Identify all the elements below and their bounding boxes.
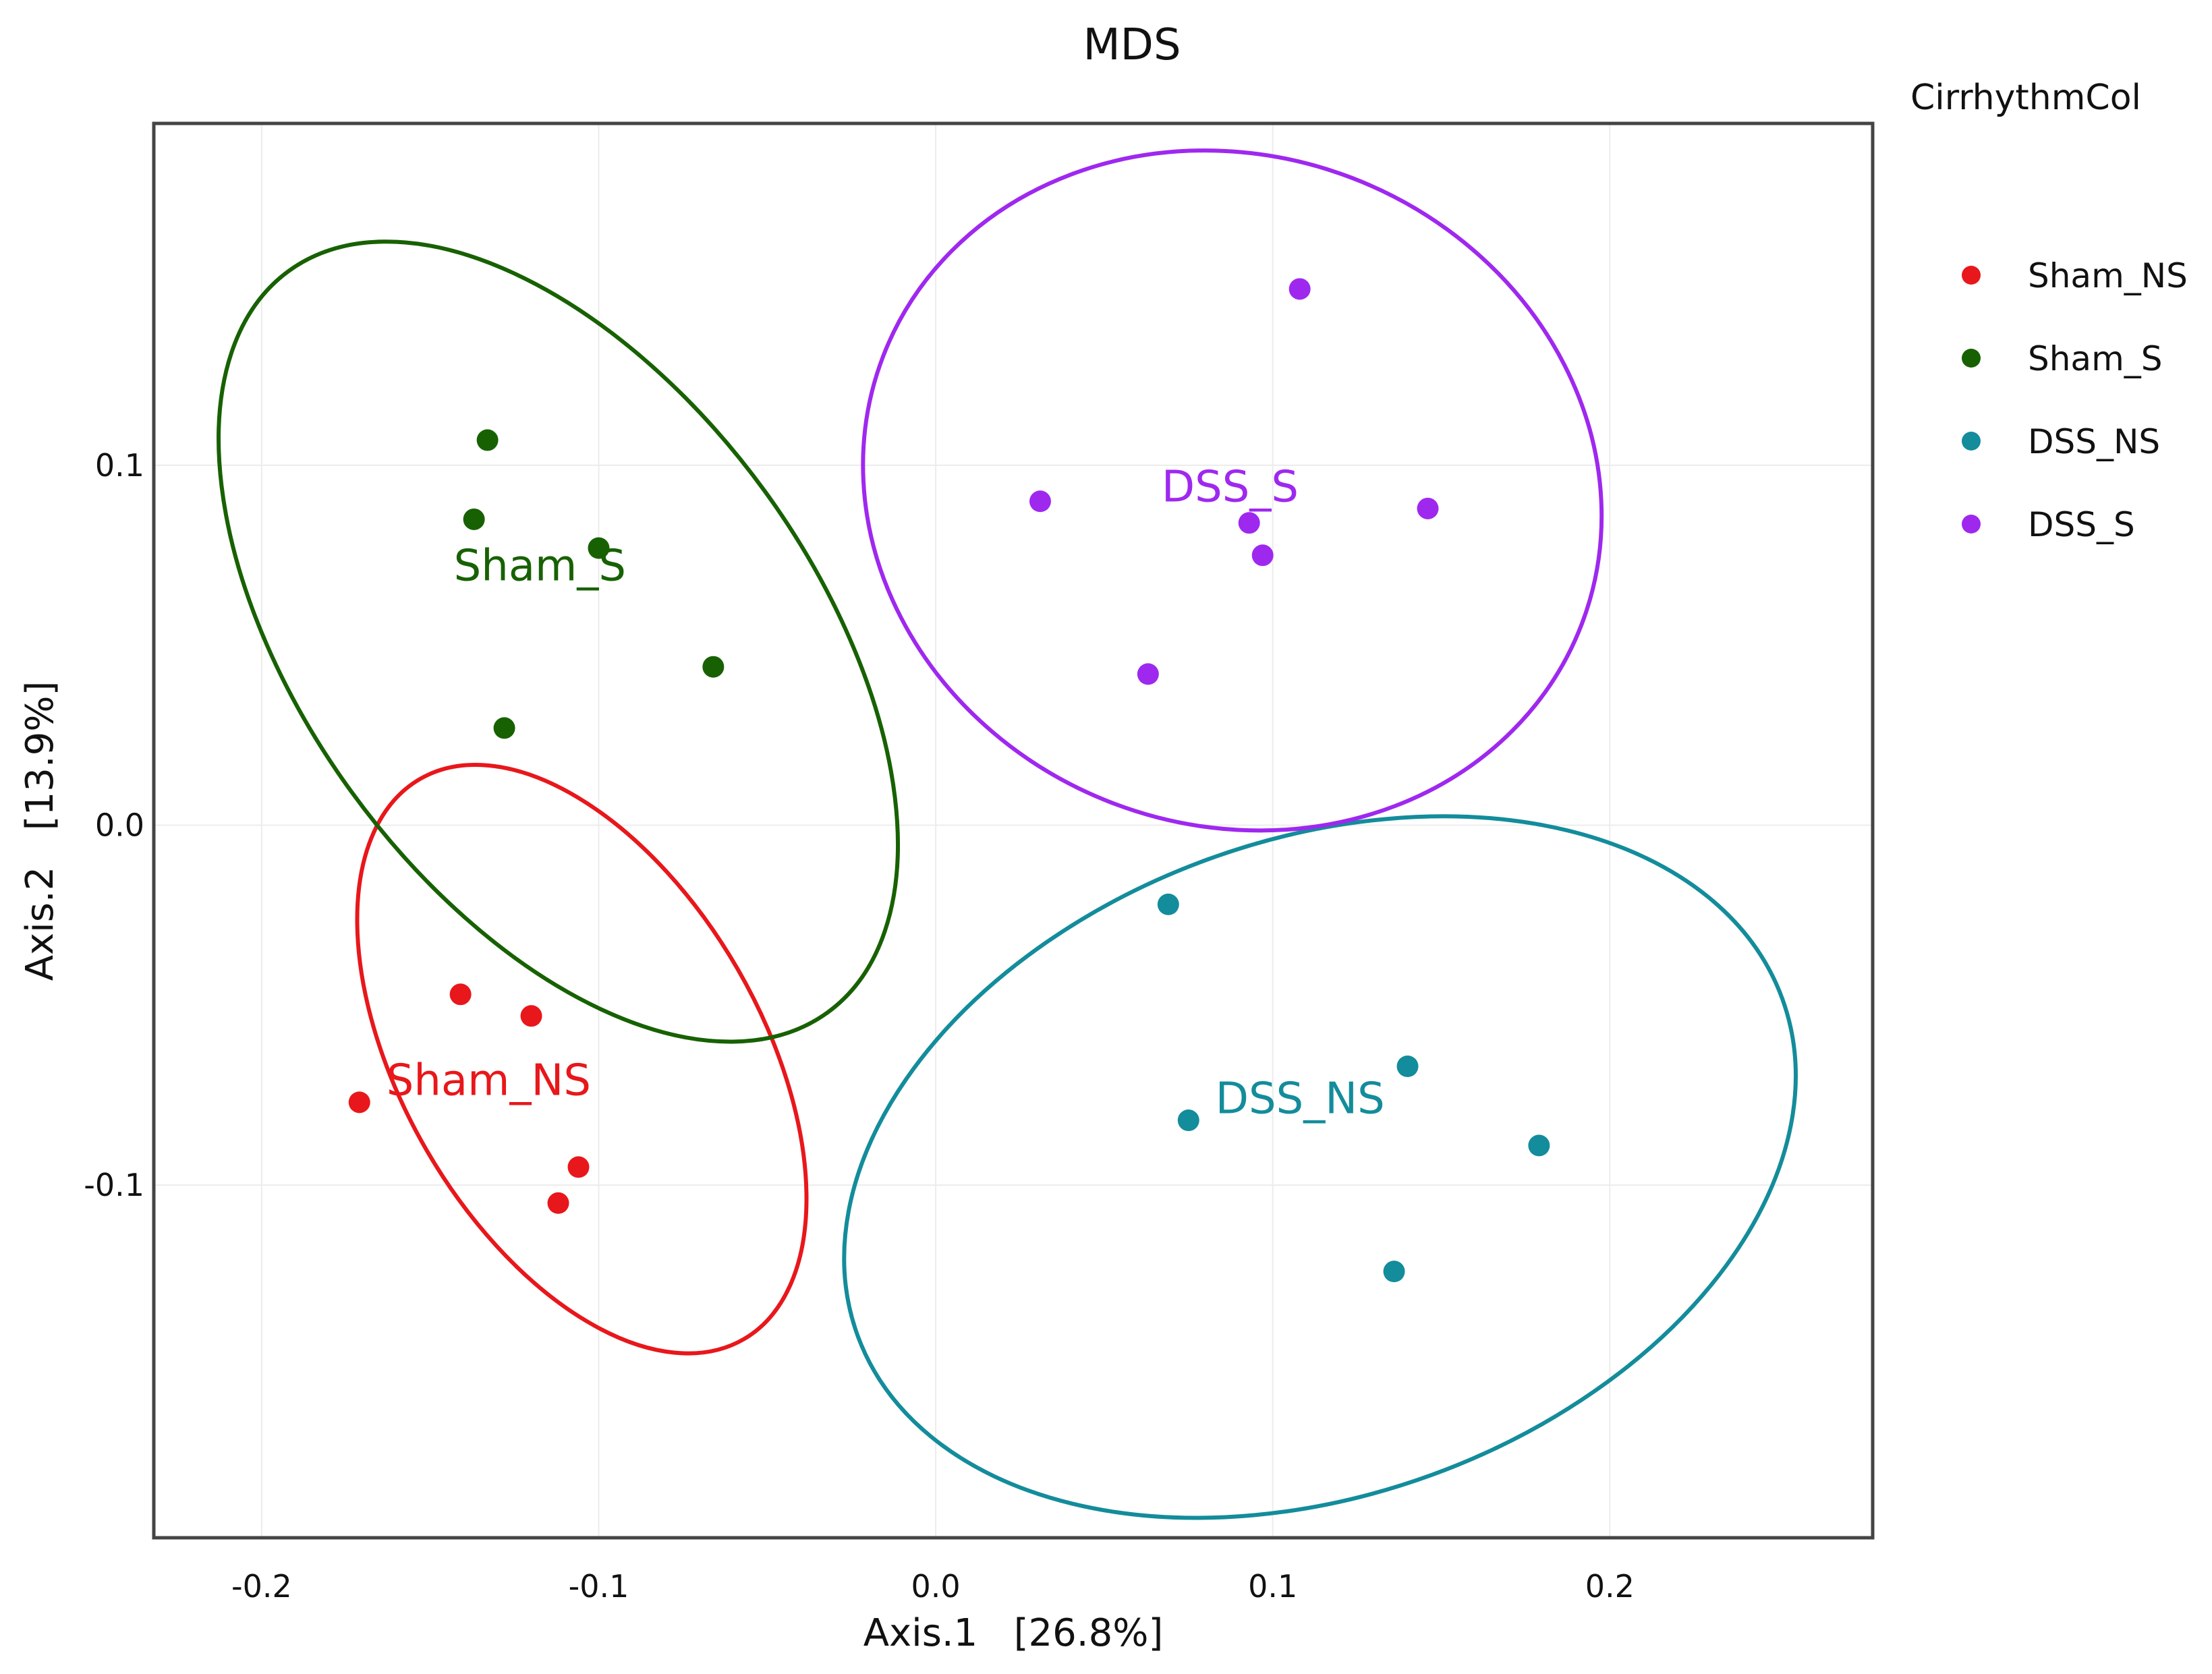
sham-ns-point: [449, 983, 472, 1006]
ellipses: [217, 148, 1798, 1520]
dss-s-point: [1251, 544, 1274, 567]
dss-ns-legend-label: DSS_NS: [2028, 422, 2160, 461]
x-axis-label: Axis.1 [26.8%]: [863, 1611, 1164, 1655]
legend: Sham_NS Sham_S DSS_NS DSS_S: [1962, 256, 2188, 544]
group-labels: Sham_NS Sham_S DSS_NS DSS_S: [387, 462, 1385, 1124]
sham-ns-legend-label: Sham_NS: [2028, 256, 2188, 295]
y-tick-label: 0.1: [95, 447, 144, 484]
sham-ns-point: [348, 1091, 370, 1114]
dss-ns-point: [1383, 1261, 1405, 1283]
dss-s-point: [1137, 663, 1159, 685]
dss-s-point: [1288, 278, 1311, 300]
dss-ns-point: [1396, 1056, 1419, 1077]
x-tick-label: -0.1: [569, 1568, 629, 1605]
dss-s-legend-marker: [1962, 515, 1981, 533]
sham-ns-ellipse: [355, 763, 809, 1356]
y-tick-label: -0.1: [84, 1167, 144, 1203]
sham-ns-legend-marker: [1962, 266, 1981, 285]
sham-s-point: [588, 537, 610, 559]
x-tick-label: -0.2: [231, 1568, 292, 1605]
legend-title: CirrhythmCol: [1910, 78, 2141, 118]
dss-ns-legend-marker: [1962, 432, 1981, 451]
sham-ns-point: [547, 1192, 569, 1214]
dss-ns-ellipse: [842, 814, 1798, 1520]
sham-s-point: [493, 717, 515, 739]
dss-s-legend-label: DSS_S: [2028, 505, 2135, 544]
dss-s-group-label: DSS_S: [1162, 462, 1299, 512]
dss-ns-point: [1157, 893, 1179, 915]
y-tick-label: 0.0: [95, 807, 144, 843]
points: [348, 278, 1550, 1283]
sham-s-point: [476, 429, 499, 451]
dss-ns-point: [1528, 1134, 1550, 1157]
sham-ns-point: [567, 1156, 590, 1178]
dss-s-point: [1029, 490, 1051, 513]
sham-s-group-label: Sham_S: [454, 542, 626, 591]
dss-s-ellipse: [861, 148, 1604, 833]
dss-s-point: [1417, 497, 1439, 519]
plot-frame: [152, 121, 1875, 1540]
x-axis-ticks: -0.2 -0.1 0.0 0.1 0.2: [231, 1568, 1635, 1605]
y-axis-label: Axis.2 [13.9%]: [18, 681, 62, 981]
dss-s-point: [1238, 512, 1260, 534]
x-tick-label: 0.1: [1248, 1568, 1297, 1605]
sham-s-legend-label: Sham_S: [2028, 339, 2163, 378]
sham-s-point: [702, 656, 725, 678]
sham-ns-point: [520, 1005, 542, 1027]
x-tick-label: 0.0: [911, 1568, 961, 1605]
dss-ns-group-label: DSS_NS: [1216, 1074, 1385, 1124]
sham-ns-group-label: Sham_NS: [387, 1056, 591, 1106]
sham-s-legend-marker: [1962, 349, 1981, 368]
y-axis-ticks: -0.1 0.0 0.1: [84, 447, 144, 1203]
sham-s-point: [463, 508, 485, 530]
chart-title: MDS: [1083, 20, 1181, 70]
grid: [154, 123, 1873, 1538]
dss-ns-point: [1177, 1109, 1199, 1132]
x-tick-label: 0.2: [1585, 1568, 1635, 1605]
sham-s-ellipse: [217, 239, 900, 1044]
